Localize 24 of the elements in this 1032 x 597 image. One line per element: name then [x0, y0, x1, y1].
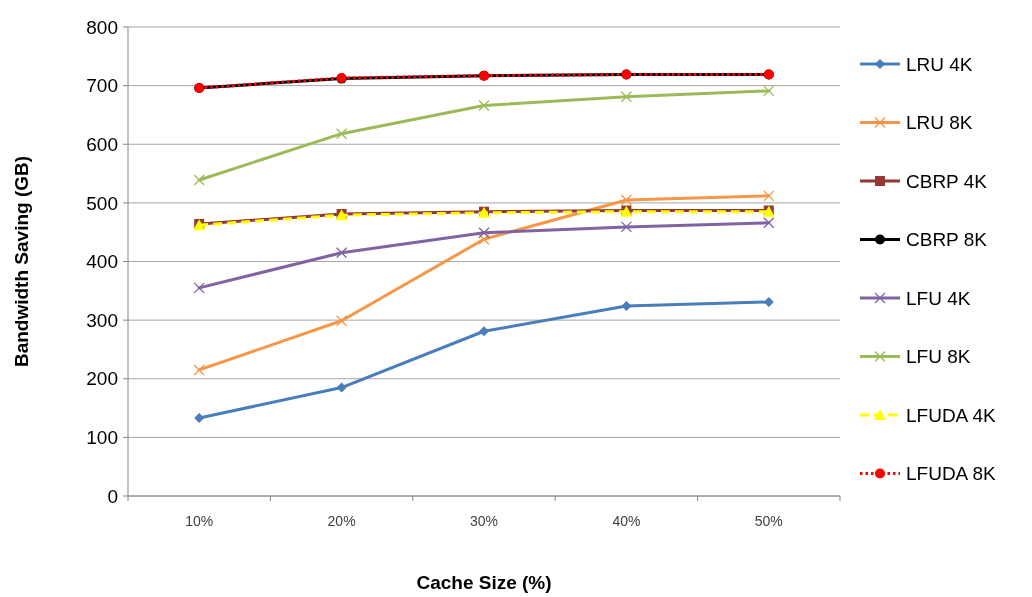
legend-label: CBRP 4K: [906, 170, 988, 192]
legend-label: LFUDA 8K: [906, 463, 997, 485]
y-tick-label: 700: [86, 75, 118, 97]
x-tick-label: 20%: [327, 513, 356, 529]
legend-label: LFU 4K: [906, 287, 971, 309]
y-tick-label: 600: [86, 133, 118, 155]
legend-label: LFUDA 4K: [906, 404, 997, 426]
y-tick-label: 300: [86, 309, 118, 331]
x-tick-label: 40%: [612, 513, 641, 529]
y-tick-label: 800: [86, 16, 118, 38]
legend-label: LFU 8K: [906, 346, 971, 368]
y-tick-label: 500: [86, 192, 118, 214]
x-tick-label: 50%: [754, 513, 783, 529]
y-tick-label: 200: [86, 368, 118, 390]
x-tick-label: 10%: [185, 513, 214, 529]
y-tick-label: 0: [107, 485, 118, 507]
y-tick-label: 400: [86, 251, 118, 273]
legend-label: LRU 4K: [906, 53, 973, 75]
y-axis-title: Bandwidth Saving (GB): [11, 155, 32, 368]
x-tick-label: 30%: [469, 513, 499, 529]
y-tick-label: 100: [86, 427, 118, 449]
x-axis-title: Cache Size (%): [416, 572, 552, 593]
legend-label: CBRP 8K: [906, 229, 988, 251]
legend-label: LRU 8K: [906, 112, 973, 134]
